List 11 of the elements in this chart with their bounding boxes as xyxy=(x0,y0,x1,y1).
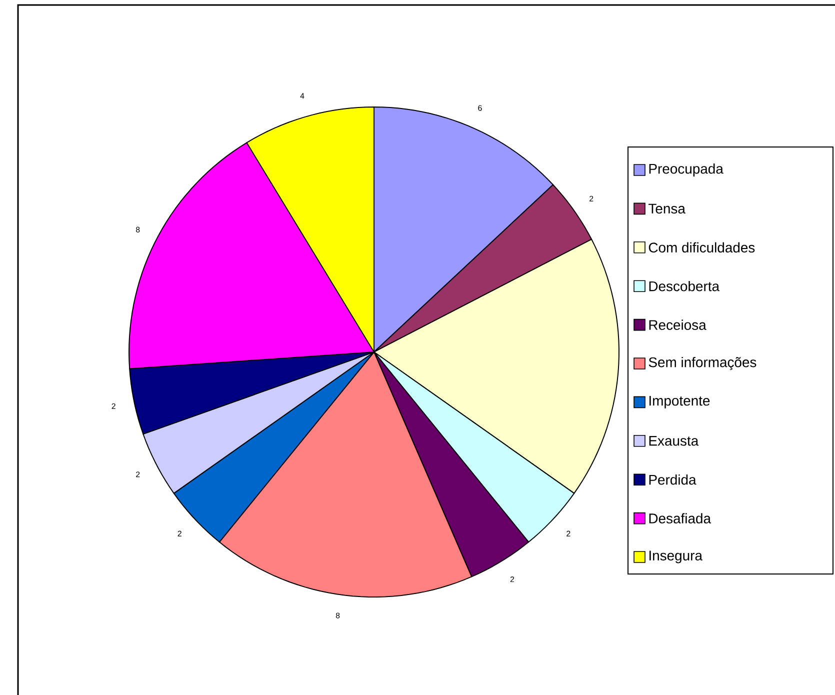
legend-label: Insegura xyxy=(649,550,702,564)
legend-label: Perdida xyxy=(649,474,696,485)
legend-label: Exausta xyxy=(649,436,699,446)
legend-label: Desafiada xyxy=(649,513,712,524)
legend-label: Preocupada xyxy=(649,163,724,176)
legend-label: Descoberta xyxy=(649,280,720,292)
legend-label: Receiosa xyxy=(649,320,706,330)
legend-label: Tensa xyxy=(648,204,686,214)
legend-label: Sem informações xyxy=(648,356,756,370)
legend-label: Impotente xyxy=(649,396,710,408)
legend-label: Com dificuldades xyxy=(648,242,755,253)
